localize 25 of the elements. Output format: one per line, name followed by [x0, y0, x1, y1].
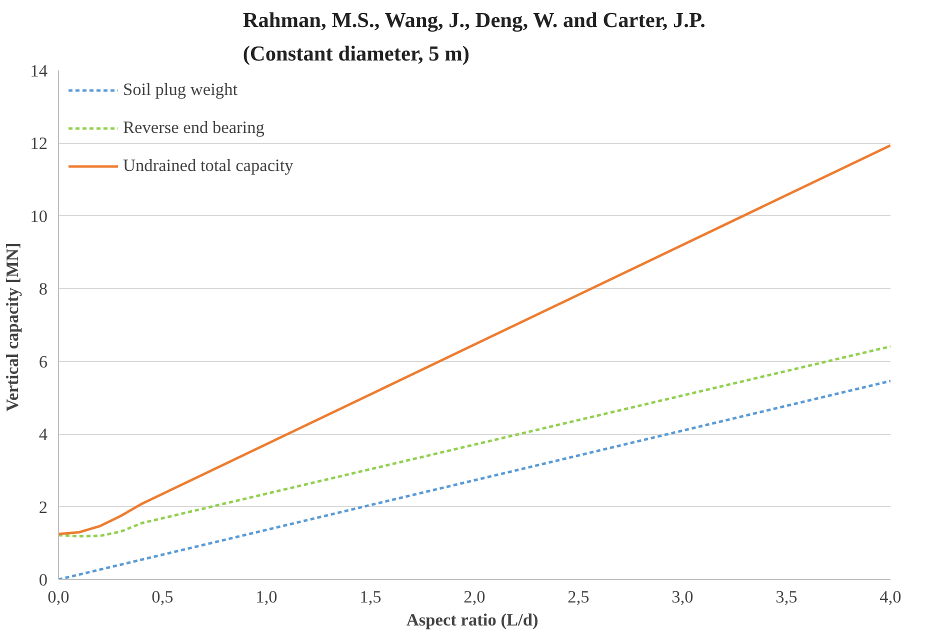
y-tick-label: 4 [38, 425, 48, 444]
x-tick-label: 1,0 [256, 588, 278, 606]
y-axis-title: Vertical capacity [MN] [3, 242, 22, 412]
legend-label: Soil plug weight [123, 80, 238, 100]
x-axis-title: Aspect ratio (L/d) [406, 610, 538, 630]
y-tick-label: 8 [38, 280, 48, 299]
line-series [58, 144, 890, 536]
x-tick-label: 0,0 [48, 588, 70, 606]
x-tick-label: 3,0 [672, 588, 694, 606]
x-tick-label: 1,5 [360, 588, 382, 606]
line-series [58, 345, 890, 538]
y-tick-label: 10 [30, 206, 48, 226]
x-tick-label: 3,5 [776, 588, 798, 606]
x-tick-label: 2,0 [464, 588, 486, 606]
y-tick-label: 12 [30, 134, 48, 154]
x-tick-label: 0,5 [152, 588, 174, 606]
chart-title: Rahman, M.S., Wang, J., Deng, W. and Carter, J.P. (Constant diameter, 5 m) [242, 8, 706, 66]
x-tick-label: 4,0 [880, 588, 902, 606]
y-tick-label: 0 [38, 570, 48, 590]
y-tick-label: 2 [38, 498, 48, 517]
x-tick-label: 2,5 [568, 588, 590, 606]
legend-label: Reverse end bearing [123, 118, 264, 138]
legend-label: Undrained total capacity [123, 156, 294, 176]
y-tick-label: 14 [30, 62, 48, 80]
y-tick-label: 6 [38, 352, 48, 372]
